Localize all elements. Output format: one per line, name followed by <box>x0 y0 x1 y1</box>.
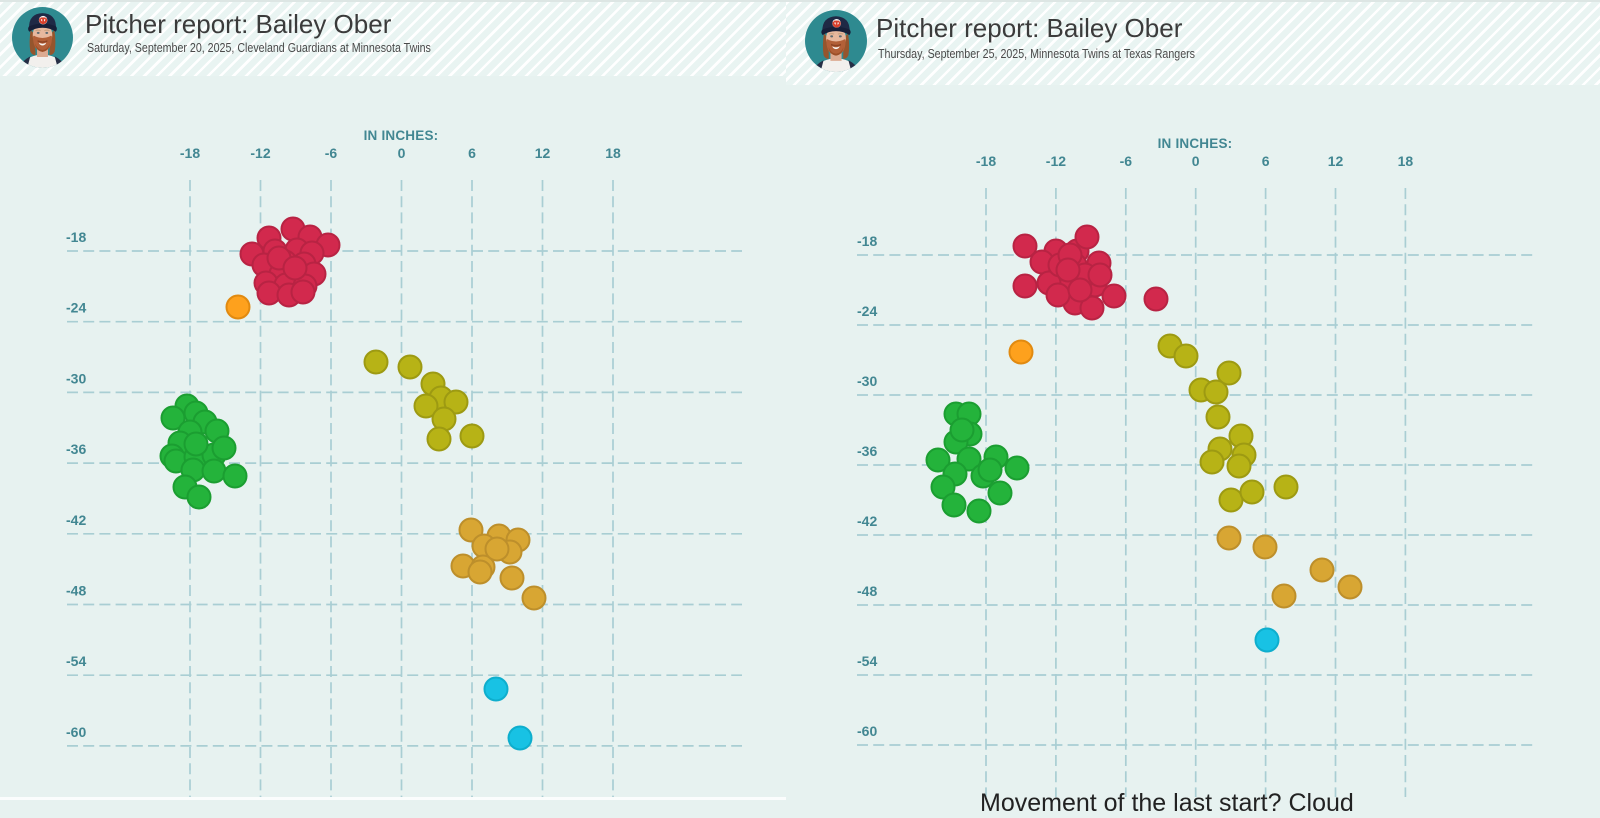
svg-text:-6: -6 <box>1120 153 1133 169</box>
svg-text:18: 18 <box>605 145 621 161</box>
svg-text:0: 0 <box>1192 153 1200 169</box>
svg-text:IN INCHES:: IN INCHES: <box>364 128 439 143</box>
svg-text:18: 18 <box>1398 153 1414 169</box>
svg-text:-12: -12 <box>250 145 270 161</box>
svg-text:-30: -30 <box>857 373 877 389</box>
svg-text:6: 6 <box>468 145 476 161</box>
svg-text:-30: -30 <box>66 370 86 386</box>
svg-text:-36: -36 <box>857 443 877 459</box>
svg-text:0: 0 <box>398 145 406 161</box>
svg-text:-48: -48 <box>857 583 877 599</box>
svg-text:-54: -54 <box>66 653 86 669</box>
svg-text:-36: -36 <box>66 441 86 457</box>
svg-text:-60: -60 <box>857 723 877 739</box>
svg-text:-42: -42 <box>66 512 86 528</box>
svg-text:-6: -6 <box>325 145 338 161</box>
svg-text:-18: -18 <box>976 153 996 169</box>
svg-text:IN INCHES:: IN INCHES: <box>1158 136 1233 151</box>
svg-text:-24: -24 <box>66 300 86 316</box>
svg-text:-18: -18 <box>857 233 877 249</box>
svg-text:-60: -60 <box>66 724 86 740</box>
svg-text:-18: -18 <box>180 145 200 161</box>
svg-text:-12: -12 <box>1046 153 1066 169</box>
svg-text:6: 6 <box>1262 153 1270 169</box>
svg-text:12: 12 <box>535 145 551 161</box>
svg-text:-42: -42 <box>857 513 877 529</box>
svg-text:-54: -54 <box>857 653 877 669</box>
svg-text:-24: -24 <box>857 303 877 319</box>
svg-text:-48: -48 <box>66 583 86 599</box>
svg-text:-18: -18 <box>66 229 86 245</box>
svg-text:12: 12 <box>1328 153 1344 169</box>
